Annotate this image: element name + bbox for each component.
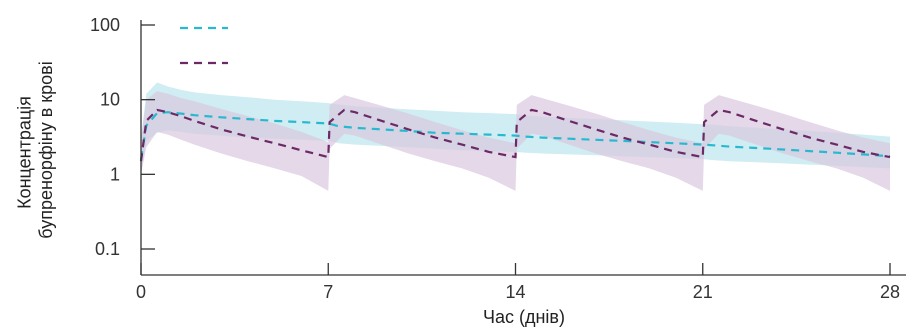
y-tick-label: 0.1 [95,239,120,259]
x-tick-label: 0 [136,282,146,302]
x-ticks: 0 7 14 21 28 [136,263,900,302]
series-2-band [141,91,890,191]
x-tick-label: 7 [323,282,333,302]
y-ticks: 0.1 1 10 100 [90,15,155,259]
series-lines [139,108,891,162]
y-tick-label: 10 [100,90,120,110]
x-axis-title: Час (днів) [483,307,565,327]
y-axis-title: Концентрація бупренорфіну в крові [14,61,56,238]
x-tick-label: 14 [505,282,525,302]
series-2-line [139,108,891,162]
legend [180,26,228,65]
y-axis-title-line-1: Концентрація [14,96,34,209]
y-tick-label: 100 [90,15,120,35]
series-1-line [139,111,891,160]
x-tick-label: 21 [693,282,713,302]
y-axis-title-line-2: бупренорфіну в крові [36,61,56,238]
x-tick-label: 28 [880,282,900,302]
y-tick-label: 1 [110,164,120,184]
